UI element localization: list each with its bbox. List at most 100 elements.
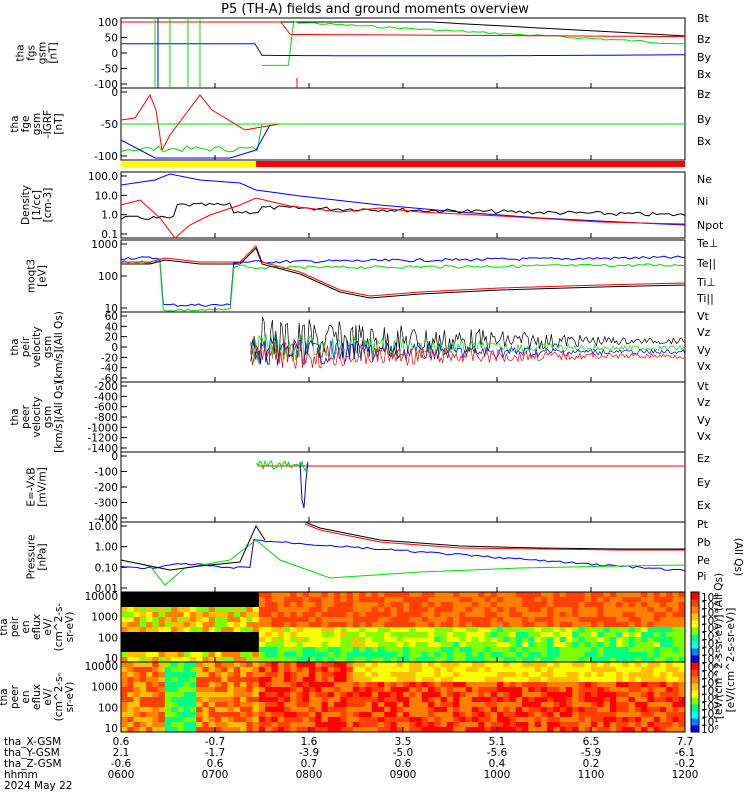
spec-cell — [377, 627, 385, 633]
spec-cell — [215, 627, 222, 633]
spec-cell — [616, 657, 623, 663]
spec-cell — [484, 677, 492, 683]
spec-cell — [634, 672, 642, 678]
spec-cell — [547, 672, 554, 678]
spec-cell — [584, 642, 592, 648]
spec-cell — [227, 607, 235, 613]
spec-cell — [302, 682, 310, 688]
spec-cell — [528, 662, 536, 668]
spec-cell — [133, 647, 141, 653]
xaxis-value: -0.6 — [111, 758, 132, 770]
spec-cell — [309, 597, 316, 603]
spec-cell — [139, 612, 147, 618]
legend-By: By — [697, 113, 712, 126]
spec-cell — [659, 597, 667, 603]
spec-cell — [240, 692, 247, 698]
spec-cell — [352, 592, 360, 598]
spec-cell — [340, 717, 348, 723]
spec-cell — [221, 657, 229, 663]
spec-cell — [559, 667, 567, 673]
spec-cell — [258, 722, 266, 728]
spec-cell — [164, 687, 172, 693]
spec-cell — [453, 652, 460, 658]
spec-cell — [127, 682, 135, 688]
ytick-label: 0 — [111, 342, 118, 354]
spec-cell — [171, 612, 178, 618]
spec-cell — [346, 622, 354, 628]
spec-cell — [202, 592, 210, 598]
spec-cell — [415, 637, 423, 643]
spec-cell — [315, 657, 323, 663]
spec-cell — [459, 592, 467, 598]
spec-cell — [152, 707, 160, 713]
legend-Bt: Bt — [697, 12, 710, 25]
spec-cell — [396, 707, 404, 713]
spec-cell — [634, 687, 642, 693]
spec-cell — [215, 722, 222, 728]
spec-cell — [403, 687, 410, 693]
spec-cell — [240, 597, 247, 603]
spec-cell — [540, 592, 548, 598]
spec-cell — [534, 677, 542, 683]
spec-cell — [252, 657, 260, 663]
spec-cell — [559, 682, 567, 688]
spec-cell — [146, 602, 153, 608]
spec-cell — [428, 602, 435, 608]
spec-cell — [434, 637, 442, 643]
spec-cell — [227, 652, 235, 658]
spec-cell — [271, 662, 279, 668]
ylabel-line: tha — [15, 44, 27, 61]
spec-cell — [446, 722, 454, 728]
spec-cell — [603, 707, 611, 713]
spec-cell — [158, 592, 166, 598]
spec-cell — [490, 612, 498, 618]
spec-cell — [434, 602, 442, 608]
spec-cell — [547, 667, 554, 673]
spec-cell — [171, 607, 178, 613]
spec-cell — [434, 612, 442, 618]
spec-cell — [653, 652, 661, 658]
spec-cell — [265, 717, 272, 723]
spec-cell — [440, 597, 448, 603]
spec-cell — [578, 637, 586, 643]
spec-cell — [152, 627, 160, 633]
spec-cell — [327, 717, 335, 723]
spec-cell — [428, 652, 435, 658]
spec-cell — [271, 597, 279, 603]
spec-cell — [453, 592, 460, 598]
spec-cell — [177, 707, 185, 713]
spec-cell — [653, 697, 661, 703]
spec-cell — [359, 682, 366, 688]
spec-cell — [572, 657, 579, 663]
spec-cell — [553, 602, 561, 608]
legend-Ez: Ez — [697, 452, 710, 465]
spec-cell — [609, 632, 617, 638]
spec-cell — [189, 647, 197, 653]
spec-cell — [208, 677, 216, 683]
ytick-label: -100 — [94, 79, 118, 91]
spec-cell — [265, 677, 272, 683]
spec-cell — [572, 607, 579, 613]
spec-cell — [121, 602, 128, 608]
xaxis-value: 1100 — [578, 769, 605, 781]
ylabel-line: gsm — [31, 113, 43, 135]
spec-cell — [503, 647, 511, 653]
spec-cell — [183, 692, 191, 698]
spec-cell — [446, 602, 454, 608]
spec-cell — [459, 642, 467, 648]
spec-cell — [283, 597, 291, 603]
spec-cell — [522, 642, 529, 648]
spec-cell — [440, 667, 448, 673]
spec-cell — [177, 602, 185, 608]
spec-cell — [164, 652, 172, 658]
spec-cell — [603, 622, 611, 628]
spec-cell — [315, 727, 323, 733]
spec-cell — [509, 707, 517, 713]
spec-cell — [597, 642, 605, 648]
spec-cell — [659, 682, 667, 688]
spec-cell — [428, 637, 435, 643]
spec-cell — [509, 677, 517, 683]
spec-cell — [609, 722, 617, 728]
spec-cell — [352, 712, 360, 718]
spec-cell — [183, 597, 191, 603]
